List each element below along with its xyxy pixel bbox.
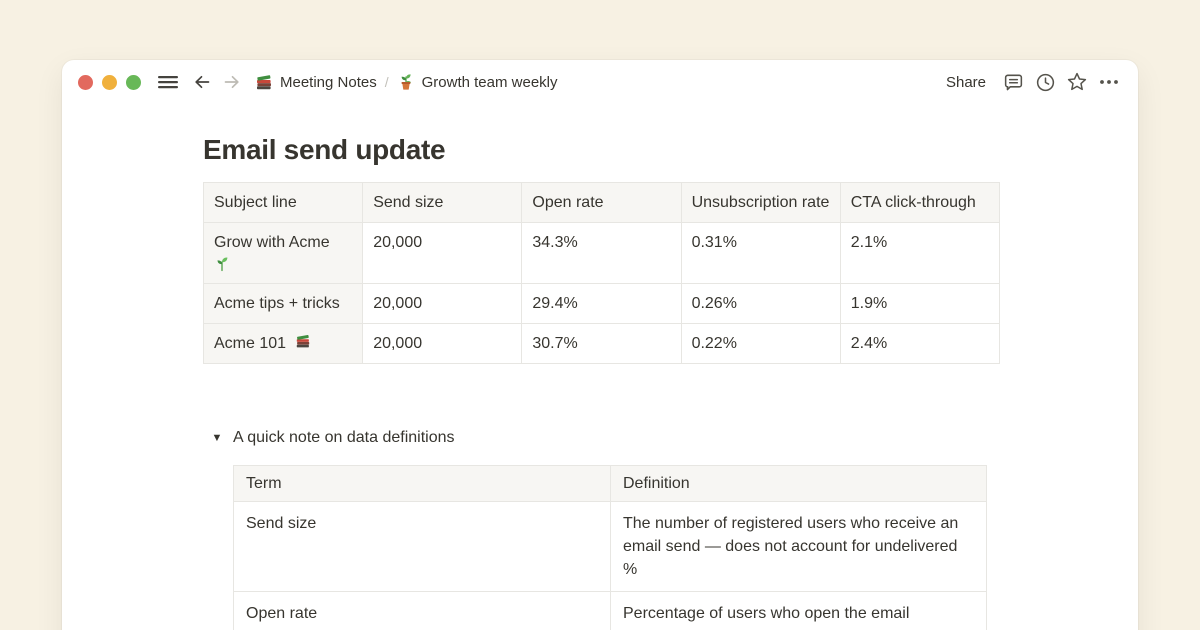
- breadcrumb: Meeting Notes / Growth team weekly: [255, 73, 558, 91]
- close-window-button[interactable]: [78, 74, 93, 90]
- potted-plant-icon: [397, 73, 415, 91]
- table-row: Send size The number of registered users…: [233, 501, 987, 592]
- column-header-subject-line[interactable]: Subject line: [202, 182, 364, 223]
- star-icon: [1067, 72, 1087, 91]
- table-header-row: Term Definition: [233, 465, 987, 502]
- forward-button[interactable]: [219, 69, 245, 95]
- breadcrumb-label: Meeting Notes: [280, 73, 377, 91]
- comment-bubble-icon: [1004, 74, 1022, 90]
- table-row: Acme 101 20,000 30.7% 0.22%: [202, 323, 1001, 364]
- cell-subject[interactable]: Acme tips + tricks: [202, 283, 364, 324]
- cell-unsubscription-rate[interactable]: 0.31%: [680, 222, 841, 284]
- cell-open-rate[interactable]: 29.4%: [521, 283, 682, 324]
- favorite-button[interactable]: [1064, 69, 1090, 95]
- page-content: Email send update Subject line Send size…: [62, 132, 1138, 630]
- cell-term[interactable]: Open rate: [233, 591, 611, 630]
- breadcrumb-label: Growth team weekly: [421, 73, 558, 91]
- toggle-content: Term Definition Send size The number of …: [233, 465, 1000, 630]
- table-row: Grow with Acme 20,000 34.3% 0.31% 2.1%: [202, 222, 1001, 284]
- cell-open-rate[interactable]: 34.3%: [521, 222, 682, 284]
- toggle-triangle-icon[interactable]: ▼: [211, 432, 223, 444]
- seedling-icon: [214, 256, 232, 274]
- zoom-window-button[interactable]: [126, 74, 141, 90]
- table-row: Acme tips + tricks 20,000 29.4% 0.26% 1.…: [202, 283, 1001, 324]
- window-topbar: Meeting Notes / Growth team weekly: [62, 60, 1138, 104]
- back-button[interactable]: [189, 69, 215, 95]
- cell-definition[interactable]: The number of registered users who recei…: [610, 501, 987, 592]
- cell-open-rate[interactable]: 30.7%: [521, 323, 682, 364]
- ellipsis-icon: [1100, 80, 1118, 84]
- toggle-block[interactable]: ▼ A quick note on data definitions: [203, 426, 1000, 450]
- comments-button[interactable]: [1000, 69, 1026, 95]
- books-icon: [255, 73, 273, 91]
- clock-icon: [1036, 73, 1054, 91]
- traffic-lights: [78, 74, 141, 90]
- cell-send-size[interactable]: 20,000: [362, 222, 523, 284]
- topbar-actions: Share: [938, 69, 1122, 95]
- share-button[interactable]: Share: [945, 73, 986, 91]
- breadcrumb-item-meeting-notes[interactable]: Meeting Notes: [255, 73, 377, 91]
- column-header-definition[interactable]: Definition: [610, 465, 987, 502]
- email-metrics-table: Subject line Send size Open rate Unsubsc…: [202, 182, 1001, 364]
- column-header-open-rate[interactable]: Open rate: [521, 182, 682, 223]
- cell-term[interactable]: Send size: [233, 501, 611, 592]
- column-header-send-size[interactable]: Send size: [362, 182, 523, 223]
- cell-unsubscription-rate[interactable]: 0.26%: [680, 283, 841, 324]
- cell-definition[interactable]: Percentage of users who open the email: [610, 591, 987, 630]
- column-header-unsubscription-rate[interactable]: Unsubscription rate: [680, 182, 841, 223]
- page-title[interactable]: Email send update: [203, 134, 446, 165]
- cell-cta-click-through[interactable]: 1.9%: [839, 283, 1001, 324]
- cell-unsubscription-rate[interactable]: 0.22%: [680, 323, 841, 364]
- forward-arrow-icon: [224, 75, 239, 89]
- history-navigation: [189, 69, 245, 95]
- back-arrow-icon: [195, 75, 210, 89]
- cell-subject[interactable]: Grow with Acme: [202, 222, 364, 284]
- table-row: Open rate Percentage of users who open t…: [233, 591, 987, 630]
- cell-cta-click-through[interactable]: 2.4%: [839, 323, 1001, 364]
- notion-window: Meeting Notes / Growth team weekly: [62, 60, 1138, 630]
- sidebar-menu-button[interactable]: [155, 69, 181, 95]
- cell-send-size[interactable]: 20,000: [362, 323, 523, 364]
- cell-cta-click-through[interactable]: 2.1%: [839, 222, 1001, 284]
- table-header-row: Subject line Send size Open rate Unsubsc…: [202, 182, 1001, 223]
- cell-send-size[interactable]: 20,000: [362, 283, 523, 324]
- hamburger-icon: [158, 76, 178, 89]
- books-icon: [295, 333, 313, 351]
- toggle-label: A quick note on data definitions: [233, 429, 455, 446]
- column-header-term[interactable]: Term: [233, 465, 611, 502]
- more-options-button[interactable]: [1096, 69, 1122, 95]
- breadcrumb-item-growth-team-weekly[interactable]: Growth team weekly: [397, 73, 558, 91]
- definitions-table: Term Definition Send size The number of …: [233, 465, 987, 630]
- cell-subject[interactable]: Acme 101: [202, 323, 364, 364]
- updates-button[interactable]: [1032, 69, 1058, 95]
- minimize-window-button[interactable]: [102, 74, 117, 90]
- breadcrumb-separator: /: [384, 74, 389, 90]
- column-header-cta-click-through[interactable]: CTA click-through: [839, 182, 1001, 223]
